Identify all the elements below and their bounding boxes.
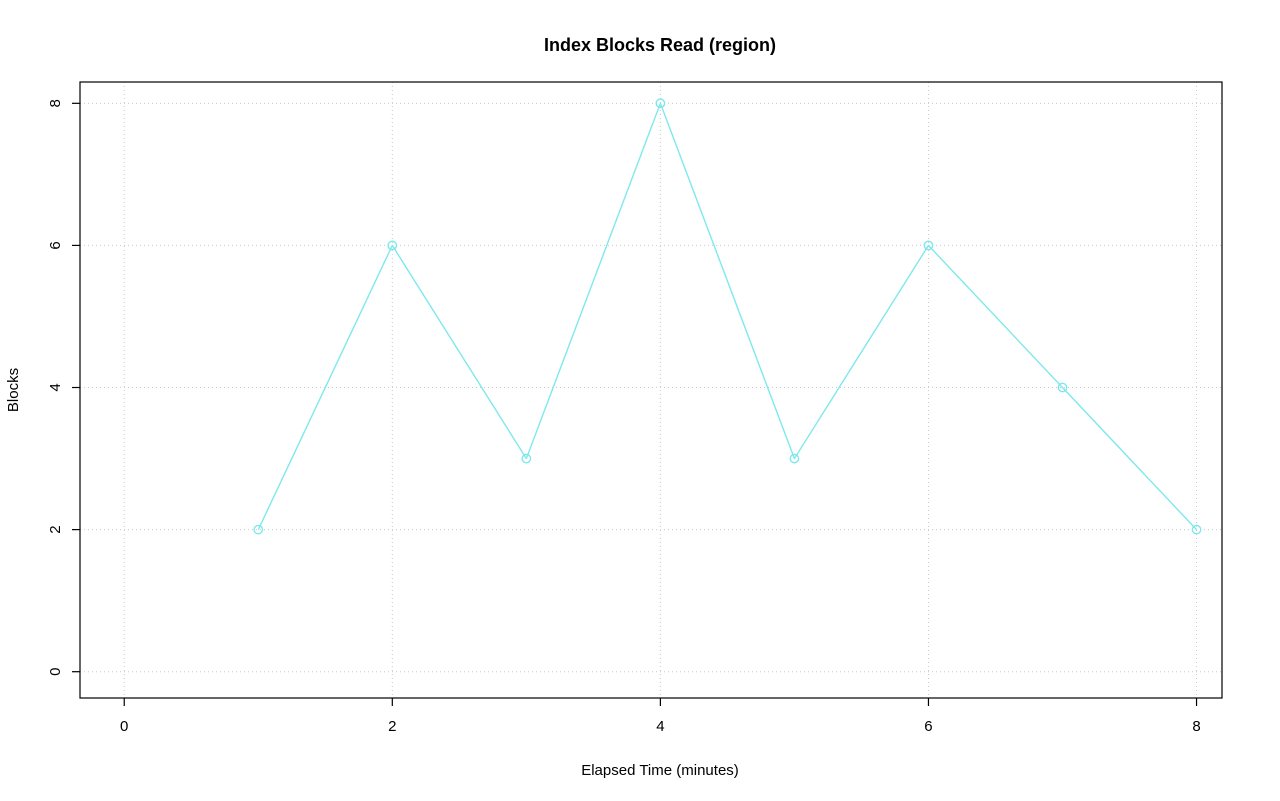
data-point — [521, 453, 532, 464]
chart-title: Index Blocks Read (region) — [544, 35, 776, 55]
data-point — [655, 98, 666, 109]
y-tick-label: 8 — [47, 99, 64, 107]
plot-area: 0 2 4 6 8 0 2 4 6 8 — [47, 81, 1223, 735]
x-tick-label: 4 — [656, 718, 664, 735]
x-tick-label: 8 — [1192, 718, 1200, 735]
x-tick-label: 0 — [120, 718, 128, 735]
x-tick-label: 2 — [388, 718, 396, 735]
y-tick-label: 0 — [47, 668, 64, 676]
y-tick-label: 4 — [47, 383, 64, 391]
plot-box — [79, 81, 1223, 699]
y-axis-label: Blocks — [5, 368, 22, 412]
data-point — [1191, 524, 1202, 535]
data-point — [923, 240, 934, 251]
data-line — [257, 102, 1198, 531]
data-point — [789, 453, 800, 464]
data-point — [387, 240, 398, 251]
x-axis-label: Elapsed Time (minutes) — [581, 762, 739, 779]
y-tick-label: 2 — [47, 525, 64, 533]
data-point — [253, 524, 264, 535]
data-point — [1057, 382, 1068, 393]
x-tick-label: 6 — [924, 718, 932, 735]
y-tick-label: 6 — [47, 241, 64, 249]
